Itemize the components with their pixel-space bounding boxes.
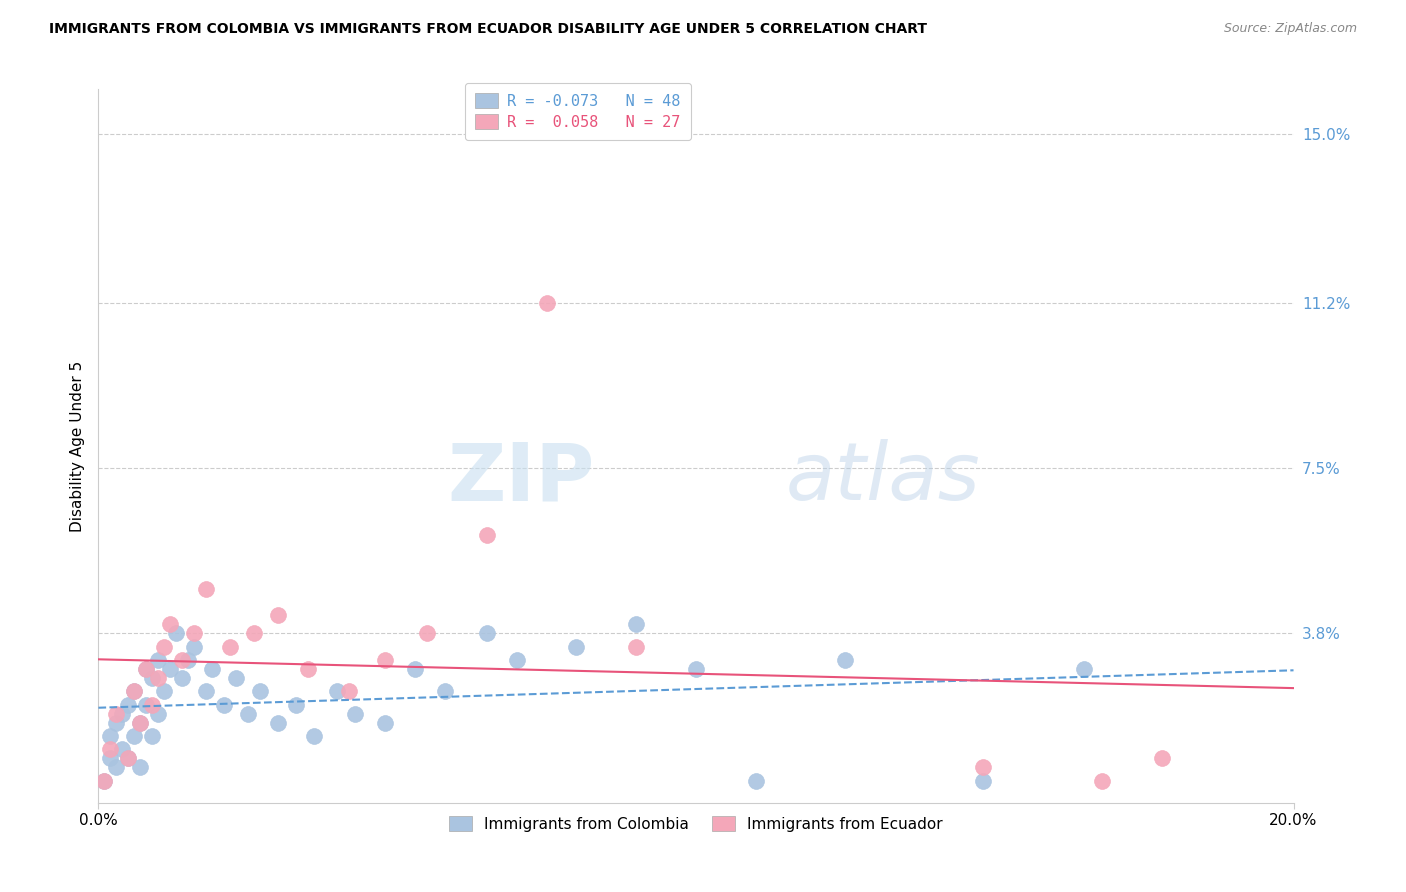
Point	[105, 760, 128, 774]
Point	[117, 698, 139, 712]
Point	[148, 706, 170, 721]
Point	[135, 662, 157, 676]
Point	[141, 698, 163, 712]
Point	[93, 773, 115, 788]
Point	[183, 640, 205, 654]
Text: ZIP: ZIP	[447, 439, 595, 517]
Point	[148, 671, 170, 685]
Point	[225, 671, 247, 685]
Point	[165, 626, 187, 640]
Point	[1091, 773, 1114, 788]
Y-axis label: Disability Age Under 5: Disability Age Under 5	[69, 360, 84, 532]
Point	[219, 640, 242, 654]
Text: IMMIGRANTS FROM COLOMBIA VS IMMIGRANTS FROM ECUADOR DISABILITY AGE UNDER 5 CORRE: IMMIGRANTS FROM COLOMBIA VS IMMIGRANTS F…	[49, 22, 927, 37]
Point	[98, 729, 122, 743]
Point	[177, 653, 200, 667]
Point	[159, 662, 181, 676]
Point	[475, 528, 498, 542]
Point	[1152, 751, 1174, 765]
Point	[153, 640, 176, 654]
Point	[267, 608, 290, 623]
Point	[195, 582, 218, 596]
Point	[98, 751, 122, 765]
Point	[249, 684, 271, 698]
Point	[212, 698, 235, 712]
Point	[626, 640, 648, 654]
Point	[135, 662, 157, 676]
Point	[339, 684, 361, 698]
Point	[416, 626, 439, 640]
Point	[124, 684, 146, 698]
Point	[129, 715, 152, 730]
Point	[183, 626, 205, 640]
Point	[434, 684, 457, 698]
Point	[284, 698, 307, 712]
Point	[172, 653, 194, 667]
Point	[972, 760, 994, 774]
Point	[148, 653, 170, 667]
Point	[105, 706, 128, 721]
Point	[117, 751, 139, 765]
Point	[374, 715, 396, 730]
Point	[326, 684, 349, 698]
Point	[745, 773, 768, 788]
Point	[124, 684, 146, 698]
Point	[374, 653, 396, 667]
Point	[93, 773, 115, 788]
Point	[972, 773, 994, 788]
Point	[536, 296, 558, 310]
Point	[236, 706, 259, 721]
Point	[201, 662, 224, 676]
Point	[626, 617, 648, 632]
Point	[111, 706, 134, 721]
Point	[195, 684, 218, 698]
Point	[565, 640, 588, 654]
Point	[129, 715, 152, 730]
Point	[1073, 662, 1095, 676]
Point	[98, 742, 122, 756]
Point	[135, 698, 157, 712]
Point	[243, 626, 266, 640]
Point	[834, 653, 856, 667]
Point	[297, 662, 319, 676]
Text: Source: ZipAtlas.com: Source: ZipAtlas.com	[1223, 22, 1357, 36]
Point	[129, 760, 152, 774]
Point	[124, 729, 146, 743]
Point	[267, 715, 290, 730]
Point	[105, 715, 128, 730]
Point	[475, 626, 498, 640]
Point	[685, 662, 707, 676]
Text: atlas: atlas	[786, 439, 980, 517]
Point	[172, 671, 194, 685]
Point	[153, 684, 176, 698]
Point	[344, 706, 367, 721]
Point	[159, 617, 181, 632]
Point	[302, 729, 325, 743]
Point	[141, 729, 163, 743]
Point	[141, 671, 163, 685]
Point	[117, 751, 139, 765]
Point	[506, 653, 529, 667]
Point	[404, 662, 426, 676]
Point	[111, 742, 134, 756]
Legend: Immigrants from Colombia, Immigrants from Ecuador: Immigrants from Colombia, Immigrants fro…	[443, 810, 949, 838]
